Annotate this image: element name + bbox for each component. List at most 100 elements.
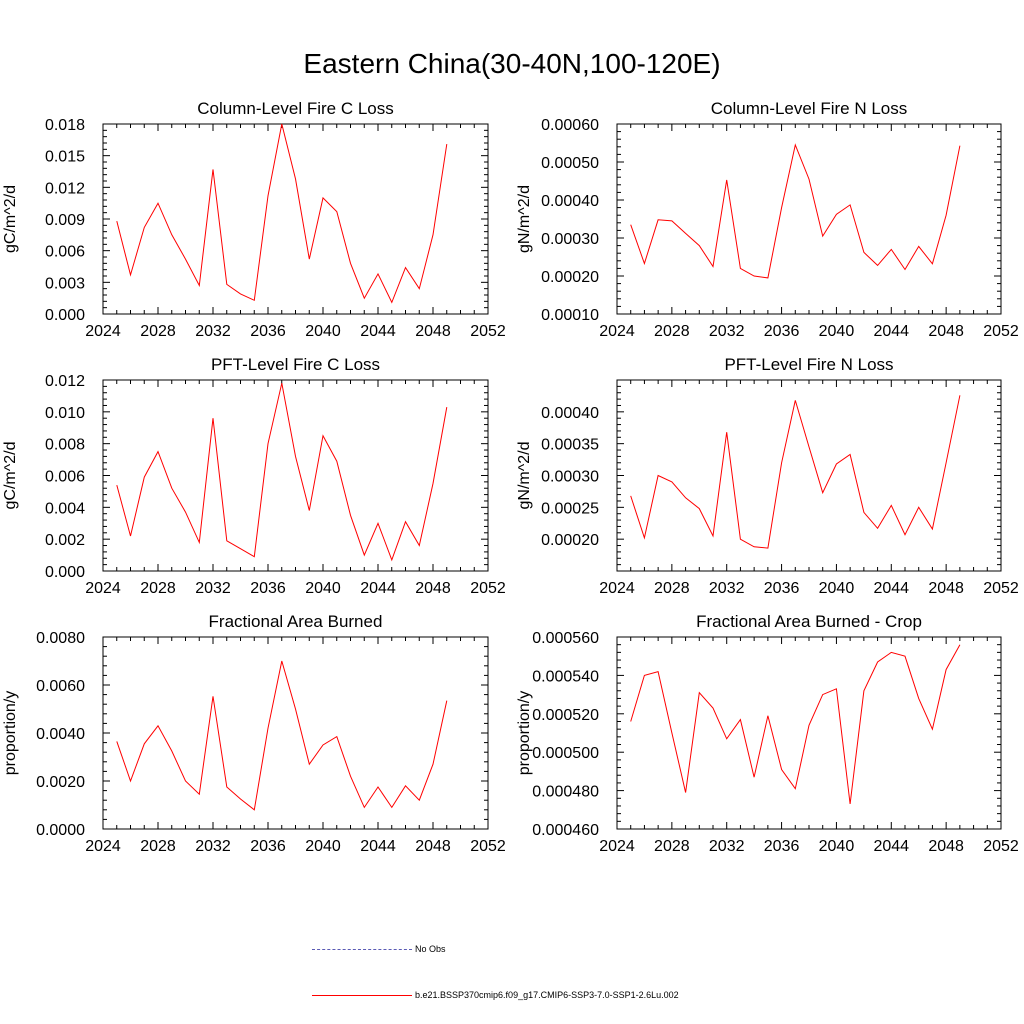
y-tick-label: 0.00025 bbox=[541, 500, 599, 517]
legend-label-no-obs: No Obs bbox=[415, 944, 446, 954]
x-tick-label: 2048 bbox=[415, 323, 451, 340]
plot-frame bbox=[616, 636, 1002, 830]
x-tick-label: 2040 bbox=[305, 838, 341, 855]
chart-panel: 2024 2028 2032 2036 2040 2044 2048 2052 0.00020 0… bbox=[516, 355, 1019, 597]
x-tick-label: 2040 bbox=[305, 580, 341, 597]
x-tick-label: 2032 bbox=[709, 323, 745, 340]
y-axis-label: gC/m^2/d bbox=[2, 185, 19, 253]
x-tick-label: 2036 bbox=[250, 580, 286, 597]
series-line bbox=[630, 143, 961, 279]
y-tick-label: 0.0040 bbox=[36, 726, 85, 743]
series-line bbox=[116, 123, 448, 304]
y-tick-label: 0.00050 bbox=[541, 155, 599, 172]
x-tick-label: 2028 bbox=[140, 838, 176, 855]
legend-line-no-obs bbox=[312, 949, 412, 950]
legend-label-model: b.e21.BSSP370cmip6.f09_g17.CMIP6-SSP3-7.… bbox=[415, 990, 679, 1000]
y-tick-label: 0.010 bbox=[45, 405, 85, 422]
legend-line-model bbox=[312, 995, 412, 996]
x-tick-label: 2044 bbox=[360, 838, 396, 855]
y-tick-label: 0.009 bbox=[45, 212, 85, 229]
y-tick-label: 0.006 bbox=[45, 244, 85, 261]
y-tick-label: 0.000480 bbox=[532, 784, 599, 801]
figure-title: Eastern China(30-40N,100-120E) bbox=[303, 48, 721, 79]
y-tick-label: 0.00035 bbox=[541, 437, 599, 454]
x-tick-label: 2024 bbox=[85, 323, 121, 340]
plot-frame bbox=[102, 123, 489, 315]
x-tick-label: 2024 bbox=[85, 580, 121, 597]
x-tick-label: 2040 bbox=[305, 323, 341, 340]
panel-title: Fractional Area Burned - Crop bbox=[696, 612, 922, 631]
chart-panel: 2024 2028 2032 2036 2040 2044 2048 2052 0.0000 0.… bbox=[2, 612, 506, 855]
y-tick-label: 0.00030 bbox=[541, 469, 599, 486]
x-tick-label: 2048 bbox=[928, 838, 964, 855]
y-tick-label: 0.0000 bbox=[36, 822, 85, 839]
x-tick-label: 2044 bbox=[873, 323, 909, 340]
series-line bbox=[630, 644, 961, 805]
y-tick-label: 0.008 bbox=[45, 437, 85, 454]
y-tick-label: 0.00020 bbox=[541, 532, 599, 549]
plot-frame bbox=[616, 123, 1002, 315]
x-tick-label: 2036 bbox=[250, 838, 286, 855]
y-tick-label: 0.0080 bbox=[36, 630, 85, 647]
y-tick-label: 0.000 bbox=[45, 564, 85, 581]
x-tick-label: 2024 bbox=[599, 838, 635, 855]
x-tick-label: 2024 bbox=[599, 580, 635, 597]
x-tick-label: 2044 bbox=[360, 323, 396, 340]
y-tick-label: 0.00010 bbox=[541, 307, 599, 324]
y-tick-label: 0.012 bbox=[45, 373, 85, 390]
y-tick-label: 0.012 bbox=[45, 180, 85, 197]
x-tick-label: 2048 bbox=[415, 580, 451, 597]
y-tick-label: 0.0020 bbox=[36, 774, 85, 791]
x-tick-label: 2036 bbox=[764, 323, 800, 340]
x-tick-label: 2028 bbox=[140, 323, 176, 340]
y-axis-label: gN/m^2/d bbox=[516, 185, 533, 253]
series-line bbox=[630, 395, 961, 549]
x-tick-label: 2052 bbox=[983, 323, 1019, 340]
x-tick-label: 2032 bbox=[195, 580, 231, 597]
y-tick-label: 0.00040 bbox=[541, 193, 599, 210]
chart-panel: 2024 2028 2032 2036 2040 2044 2048 2052 0.000460… bbox=[516, 612, 1019, 855]
panel-title: Column-Level Fire N Loss bbox=[711, 99, 908, 118]
x-tick-label: 2052 bbox=[470, 323, 506, 340]
y-tick-label: 0.004 bbox=[45, 500, 85, 517]
x-tick-label: 2028 bbox=[654, 838, 690, 855]
x-tick-label: 2032 bbox=[195, 838, 231, 855]
x-tick-label: 2040 bbox=[819, 580, 855, 597]
x-tick-label: 2032 bbox=[709, 838, 745, 855]
x-tick-label: 2044 bbox=[873, 838, 909, 855]
y-axis-label: proportion/y bbox=[2, 691, 19, 776]
y-axis-label: gN/m^2/d bbox=[516, 442, 533, 510]
chart-panel: 2024 2028 2032 2036 2040 2044 2048 2052 0.00010 0… bbox=[516, 99, 1019, 340]
y-tick-label: 0.015 bbox=[45, 149, 85, 166]
panel-title: Fractional Area Burned bbox=[209, 612, 383, 631]
panel-title: Column-Level Fire C Loss bbox=[197, 99, 394, 118]
x-tick-label: 2052 bbox=[470, 838, 506, 855]
series-line bbox=[116, 383, 448, 562]
x-tick-label: 2048 bbox=[928, 323, 964, 340]
x-tick-label: 2036 bbox=[764, 580, 800, 597]
x-tick-label: 2024 bbox=[599, 323, 635, 340]
x-tick-label: 2044 bbox=[873, 580, 909, 597]
x-tick-label: 2052 bbox=[983, 838, 1019, 855]
x-tick-label: 2028 bbox=[654, 580, 690, 597]
x-tick-label: 2044 bbox=[360, 580, 396, 597]
x-tick-label: 2048 bbox=[415, 838, 451, 855]
y-tick-label: 0.000460 bbox=[532, 822, 599, 839]
y-axis-label: proportion/y bbox=[516, 691, 533, 776]
y-tick-label: 0.000540 bbox=[532, 668, 599, 685]
x-tick-label: 2040 bbox=[819, 838, 855, 855]
plot-frame bbox=[102, 636, 489, 830]
chart-panel: 2024 2028 2032 2036 2040 2044 2048 2052 0.000 0.0… bbox=[2, 99, 506, 340]
y-tick-label: 0.000500 bbox=[532, 745, 599, 762]
x-tick-label: 2028 bbox=[140, 580, 176, 597]
x-tick-label: 2024 bbox=[85, 838, 121, 855]
y-tick-label: 0.018 bbox=[45, 117, 85, 134]
y-tick-label: 0.0060 bbox=[36, 678, 85, 695]
y-tick-label: 0.003 bbox=[45, 275, 85, 292]
x-tick-label: 2032 bbox=[709, 580, 745, 597]
y-axis-label: gC/m^2/d bbox=[2, 442, 19, 510]
panel-title: PFT-Level Fire C Loss bbox=[211, 355, 380, 374]
y-tick-label: 0.000520 bbox=[532, 707, 599, 724]
x-tick-label: 2040 bbox=[819, 323, 855, 340]
